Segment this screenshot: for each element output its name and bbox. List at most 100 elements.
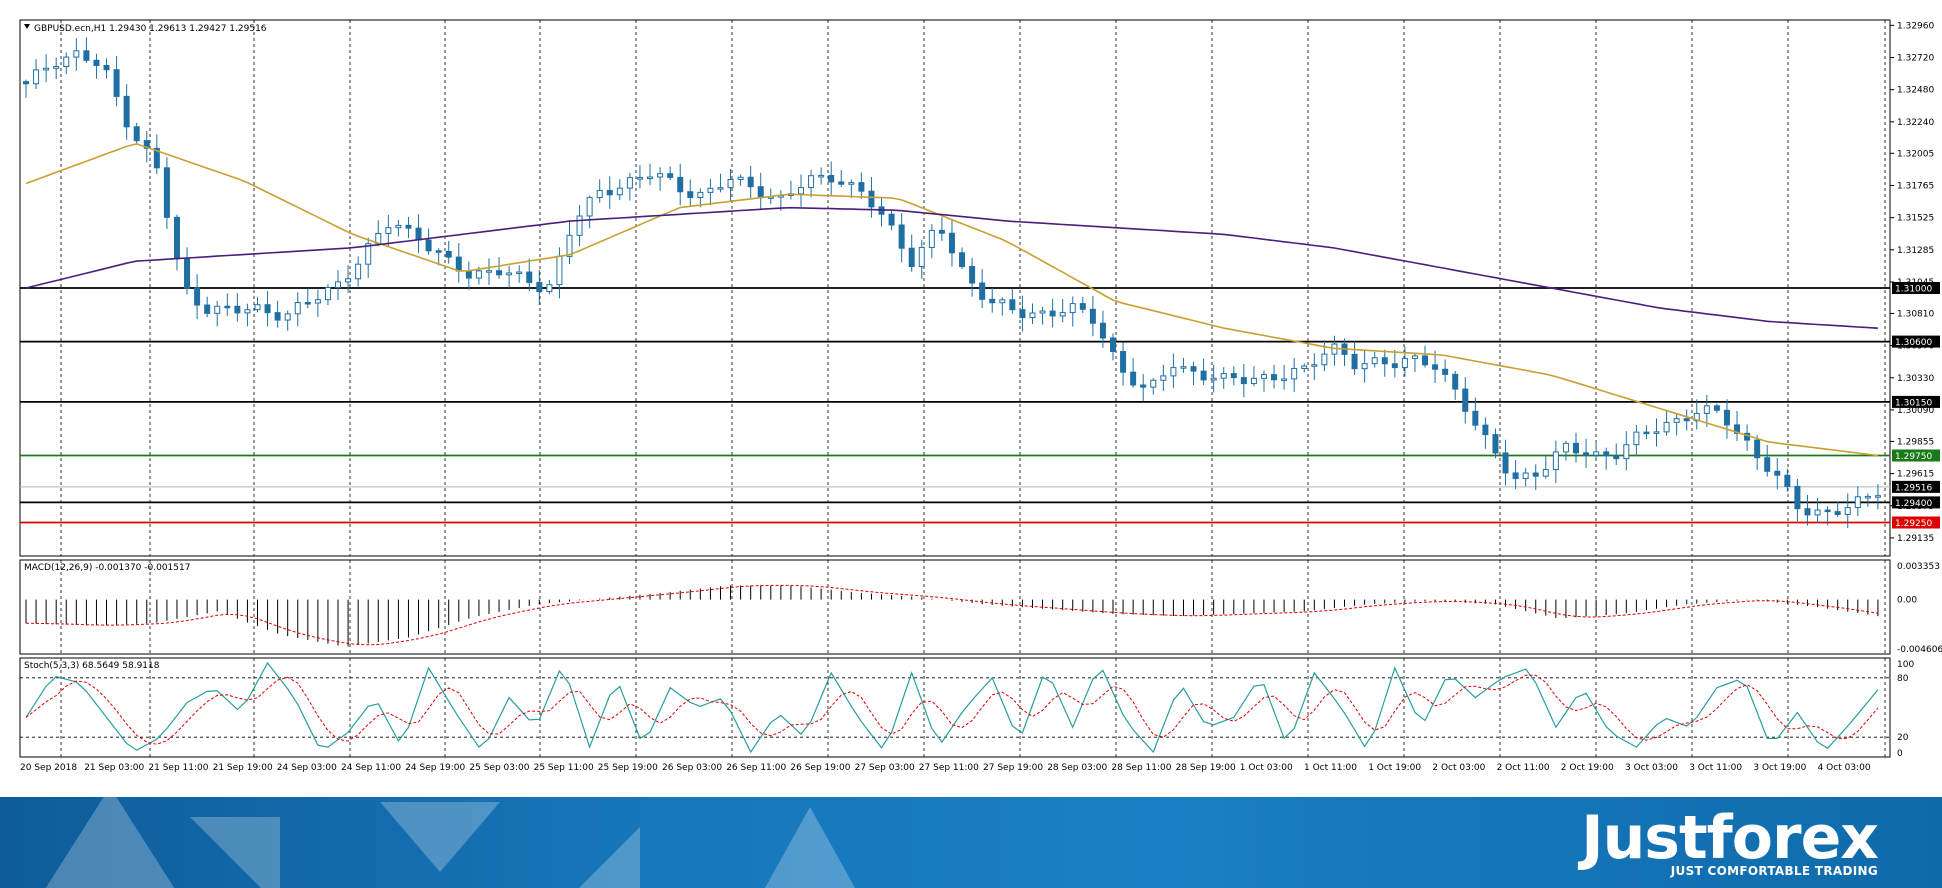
candle-body bbox=[687, 191, 694, 198]
candle-body bbox=[1774, 470, 1781, 476]
candle-body bbox=[1301, 365, 1308, 369]
price-tick-label: 1.32480 bbox=[1897, 86, 1934, 96]
candle-body bbox=[1110, 337, 1117, 353]
candle-body bbox=[194, 287, 201, 306]
candle-body bbox=[999, 299, 1006, 304]
banner-decoration bbox=[40, 797, 180, 888]
candle-body bbox=[1673, 418, 1680, 423]
candle-body bbox=[1643, 431, 1650, 435]
candle-body bbox=[928, 229, 935, 248]
candle-body bbox=[1874, 495, 1881, 498]
macd-tick-label: -0.004606 bbox=[1897, 645, 1942, 655]
price-level-label: 1.29750 bbox=[1895, 452, 1932, 462]
time-axis-label: 24 Sep 11:00 bbox=[341, 763, 401, 773]
price-level-tag bbox=[1892, 282, 1940, 294]
price-level-tag bbox=[1892, 516, 1940, 529]
candle-body bbox=[244, 309, 251, 314]
candle-body bbox=[1422, 355, 1429, 366]
stoch-tick-label: 20 bbox=[1897, 733, 1909, 743]
candle-body bbox=[1492, 434, 1499, 454]
price-tick-label: 1.32720 bbox=[1897, 54, 1934, 64]
candle-body bbox=[254, 304, 261, 311]
candle-body bbox=[43, 67, 50, 71]
candle-body bbox=[868, 190, 875, 208]
candle-body bbox=[224, 305, 231, 309]
time-axis-label: 2 Oct 11:00 bbox=[1497, 763, 1550, 773]
candle-body bbox=[1140, 384, 1147, 388]
candle-body bbox=[1703, 405, 1710, 414]
candle-body bbox=[1039, 310, 1046, 314]
candle-body bbox=[556, 255, 563, 286]
candle-body bbox=[1713, 405, 1720, 411]
candle-body bbox=[365, 243, 372, 265]
candle-body bbox=[63, 56, 70, 68]
price-tick-label: 1.31765 bbox=[1897, 181, 1934, 191]
time-axis-label: 1 Oct 03:00 bbox=[1240, 763, 1293, 773]
time-axis-label: 25 Sep 19:00 bbox=[598, 763, 658, 773]
candle-body bbox=[1764, 457, 1771, 472]
candle-body bbox=[717, 187, 724, 190]
candle-body bbox=[1542, 469, 1549, 477]
price-tick-label: 1.29135 bbox=[1897, 534, 1934, 544]
candle-body bbox=[606, 189, 613, 196]
time-axis-label: 25 Sep 11:00 bbox=[534, 763, 594, 773]
candle-body bbox=[969, 266, 976, 284]
candle-body bbox=[1009, 299, 1016, 311]
moving-average-line bbox=[25, 206, 1878, 329]
candle-body bbox=[143, 140, 150, 149]
candle-body bbox=[1502, 452, 1509, 474]
candle-body bbox=[83, 50, 90, 61]
time-axis-label: 20 Sep 2018 bbox=[20, 763, 77, 773]
candle-body bbox=[23, 81, 29, 85]
candle-body bbox=[576, 215, 583, 236]
candle-body bbox=[1683, 418, 1690, 422]
price-tick-label: 1.32240 bbox=[1897, 118, 1934, 128]
price-tick-label: 1.31525 bbox=[1897, 214, 1934, 224]
price-level-tag bbox=[1892, 335, 1940, 348]
candle-body bbox=[264, 304, 271, 314]
candle-body bbox=[1432, 364, 1439, 370]
candle-body bbox=[335, 281, 342, 289]
candle-body bbox=[1462, 388, 1469, 412]
price-level-label: 1.30150 bbox=[1895, 398, 1932, 408]
candle-body bbox=[496, 270, 503, 276]
candle-body bbox=[1049, 310, 1056, 317]
candle-body bbox=[1593, 451, 1600, 456]
indicator-panel-frame bbox=[19, 657, 1891, 758]
moving-average-line bbox=[25, 143, 1878, 457]
time-axis-label: 3 Oct 11:00 bbox=[1689, 763, 1742, 773]
time-axis-label: 21 Sep 03:00 bbox=[84, 763, 144, 773]
price-tick-label: 1.30810 bbox=[1897, 309, 1934, 319]
candle-body bbox=[214, 305, 221, 314]
candle-body bbox=[1321, 353, 1328, 366]
price-tick-label: 1.30090 bbox=[1897, 406, 1934, 416]
candle-body bbox=[757, 186, 764, 199]
price-level-tag bbox=[1892, 395, 1940, 408]
candle-body bbox=[1633, 431, 1640, 446]
candle-body bbox=[1401, 358, 1408, 369]
candle-body bbox=[1260, 374, 1267, 379]
candle-body bbox=[113, 69, 120, 97]
symbol-header: GBPUSD.ecn,H1 1.29430 1.29613 1.29427 1.… bbox=[34, 24, 267, 34]
candle-body bbox=[737, 176, 744, 180]
candle-body bbox=[1572, 442, 1579, 454]
candle-body bbox=[284, 313, 291, 321]
candle-body bbox=[626, 177, 633, 189]
candle-body bbox=[1804, 508, 1811, 516]
stoch-tick-label: 0 bbox=[1897, 749, 1903, 759]
candle-body bbox=[1734, 424, 1741, 434]
candle-body bbox=[1200, 370, 1207, 381]
candle-body bbox=[1613, 455, 1620, 460]
price-level-label: 1.29516 bbox=[1895, 483, 1932, 493]
candle-body bbox=[938, 229, 945, 234]
time-axis-label: 25 Sep 03:00 bbox=[469, 763, 529, 773]
candle-body bbox=[455, 256, 462, 272]
candle-body bbox=[1351, 353, 1358, 370]
candle-body bbox=[908, 247, 915, 267]
candle-body bbox=[1472, 410, 1479, 426]
candle-body bbox=[526, 271, 533, 283]
price-tick-label: 1.32005 bbox=[1897, 149, 1934, 159]
price-level-label: 1.30600 bbox=[1895, 338, 1932, 348]
macd-tick-label: 0.00 bbox=[1897, 596, 1917, 606]
